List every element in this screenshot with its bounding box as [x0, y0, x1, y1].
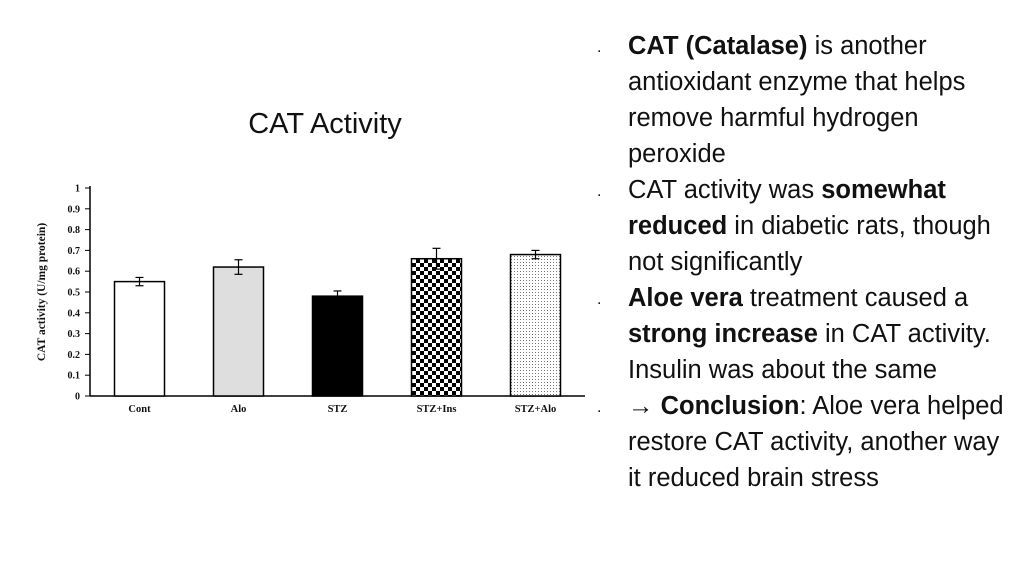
bullet-bold-text: somewhat reduced [628, 176, 946, 240]
bullet-marker: . [597, 291, 602, 308]
bullet-item: . CAT activity was somewhat reduced in di… [595, 172, 1015, 280]
x-tick-label: Cont [128, 404, 151, 415]
x-tick-label: STZ+Alo [515, 404, 557, 415]
bar [212, 266, 265, 397]
bullet-text: → [628, 392, 661, 420]
y-tick-label: 0.2 [68, 350, 81, 361]
y-tick-label: 0.6 [68, 267, 81, 278]
y-tick-label: 0.9 [68, 204, 81, 215]
bullet-bold-text: CAT (Catalase) [628, 32, 808, 60]
bar [113, 280, 166, 397]
y-tick-label: 0 [75, 392, 80, 403]
y-tick-label: 1 [75, 184, 80, 195]
y-tick-label: 0.4 [68, 308, 81, 319]
bullet-text: treatment caused a [742, 284, 969, 312]
bullet-marker: . [597, 183, 602, 200]
bullet-text: in CAT activity. Insulin was about the s… [628, 320, 991, 384]
bullet-bold-text: Aloe vera [628, 284, 743, 312]
bullet-text: CAT activity was [628, 176, 822, 204]
y-tick-label: 0.8 [68, 225, 81, 236]
x-tick-label: Alo [231, 404, 247, 415]
bullet-bold-text: strong increase [628, 320, 818, 348]
bullet-item: . → Conclusion: Aloe vera helped restore … [595, 388, 1015, 496]
bar [410, 257, 463, 397]
bullet-list: . CAT (Catalase) is another antioxidant e… [595, 28, 1015, 496]
y-tick-label: 0.1 [68, 371, 81, 382]
y-axis-label: CAT activity (U/mg protein) [36, 223, 48, 361]
bullet-item: . CAT (Catalase) is another antioxidant e… [595, 28, 1015, 172]
bullet-text: : Aloe vera helped restore CAT activity,… [628, 392, 1004, 492]
y-tick-label: 0.3 [68, 329, 81, 340]
y-tick-label: 0.7 [68, 246, 81, 257]
cat-activity-bar-chart: 0 0.1 0.2 0.3 0.4 0.5 0.6 0.7 0.8 0.9 1 CAT activit… [36, 184, 585, 415]
x-tick-label: STZ [328, 404, 348, 415]
bar [311, 295, 364, 397]
y-tick-label: 0.5 [68, 288, 81, 299]
bullet-bold-text: Conclusion [660, 392, 800, 420]
x-tick-label: STZ+Ins [417, 404, 457, 415]
slide-title: CAT Activity [248, 108, 402, 140]
bullet-text: is another antioxidant enzyme that helps… [628, 32, 966, 168]
bullet-text: in diabetic rats, though not significant… [628, 212, 991, 276]
bullet-item: . Aloe vera treatment caused a strong inc… [595, 280, 1015, 388]
bullet-marker: . [597, 39, 602, 56]
bullet-marker: . [597, 399, 602, 416]
bar [509, 253, 562, 397]
